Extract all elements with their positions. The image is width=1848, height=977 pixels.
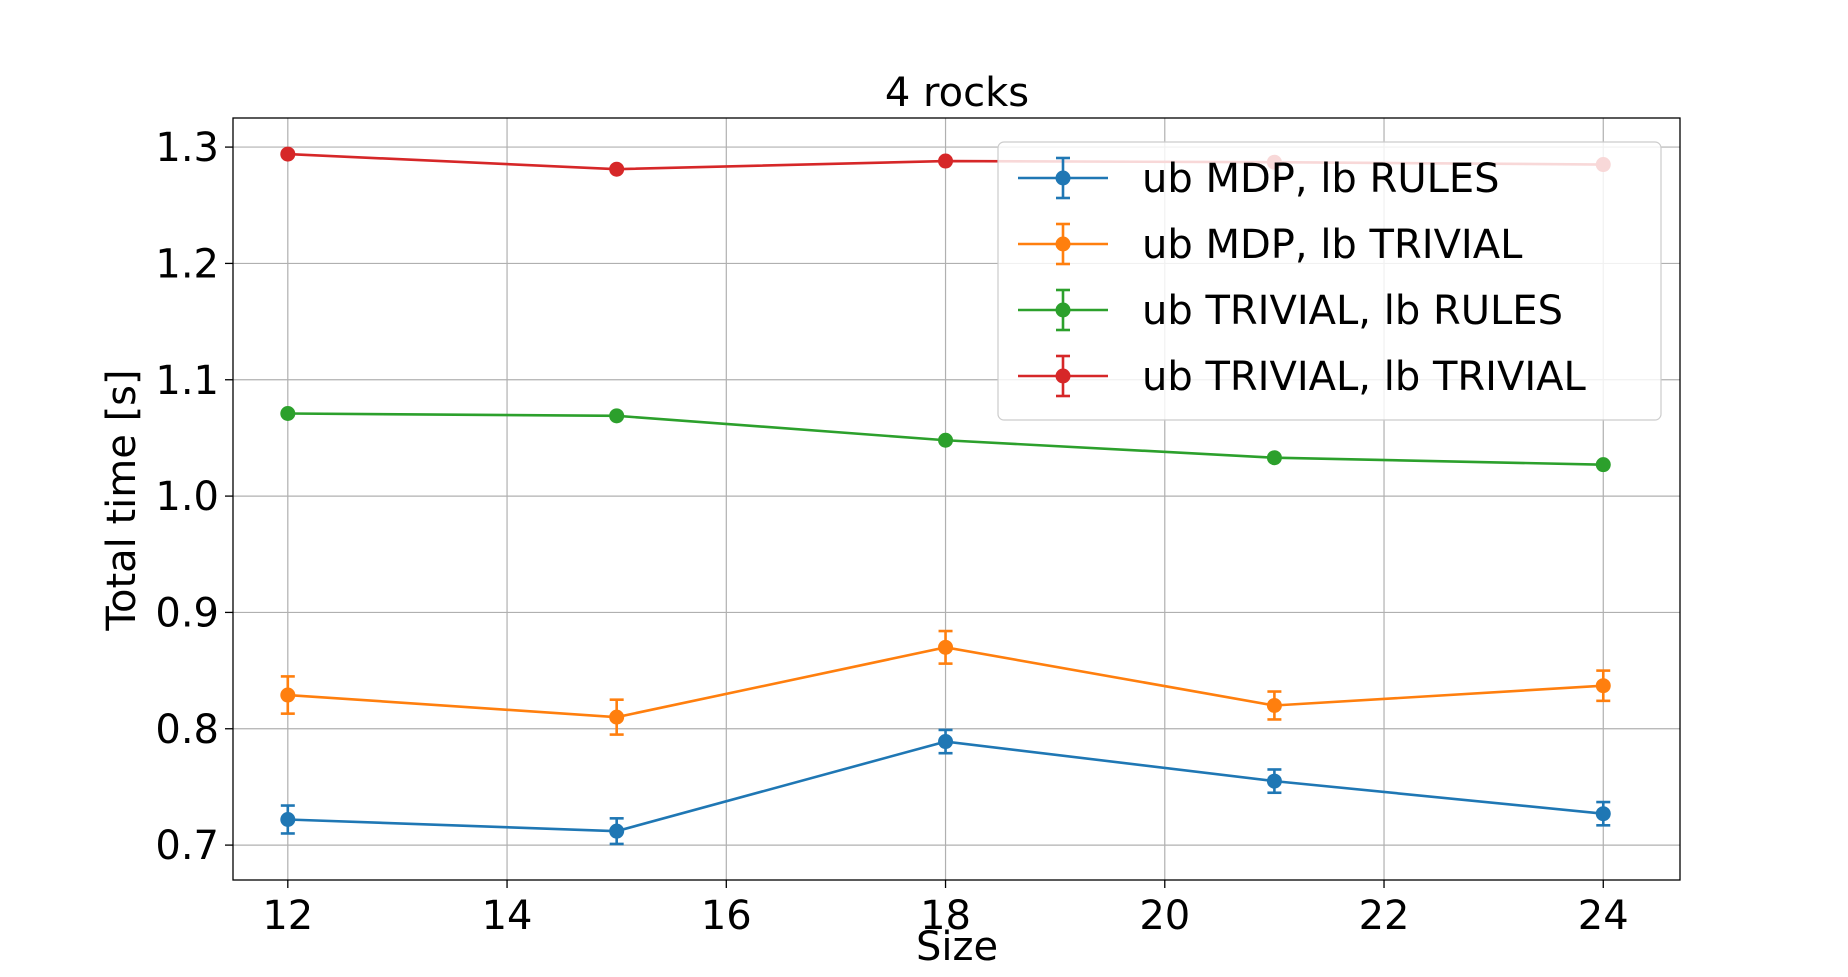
x-tick-label: 24	[1578, 893, 1629, 939]
grid	[233, 118, 1680, 880]
data-point	[609, 408, 625, 424]
data-point	[280, 812, 296, 828]
data-point	[1595, 457, 1611, 473]
y-tick-label: 1.2	[155, 241, 219, 287]
y-axis-title: Total time [s]	[99, 369, 145, 631]
legend-label: ub MDP, lb RULES	[1142, 156, 1500, 202]
legend-label: ub TRIVIAL, lb RULES	[1142, 288, 1563, 334]
data-point	[1266, 773, 1282, 789]
data-point	[1266, 697, 1282, 713]
y-tick-label: 0.9	[155, 590, 219, 636]
x-axis-title: Size	[916, 924, 998, 970]
series-3	[280, 405, 1611, 473]
data-point	[280, 687, 296, 703]
x-tick-label: 20	[1139, 893, 1190, 939]
y-tick-label: 1.1	[155, 358, 219, 404]
legend: ub MDP, lb RULES ub MDP, lb TRIVIAL ub TRI…	[997, 141, 1662, 421]
x-tick-label: 18	[920, 893, 971, 939]
data-point	[938, 639, 954, 655]
data-point	[280, 146, 296, 162]
y-tick-label: 1.0	[155, 474, 219, 520]
legend-label: ub TRIVIAL, lb TRIVIAL	[1142, 354, 1586, 400]
data-point	[609, 161, 625, 177]
data-point	[938, 153, 954, 169]
x-tick-label: 12	[262, 893, 313, 939]
x-axis: 12 14 16 18 20 22 24	[262, 880, 1629, 939]
legend-marker	[1055, 302, 1071, 318]
legend-box	[997, 141, 1662, 421]
legend-marker	[1055, 170, 1071, 186]
data-point	[1266, 450, 1282, 466]
data-point	[938, 432, 954, 448]
data-point	[1595, 678, 1611, 694]
y-tick-label: 0.7	[155, 823, 219, 869]
x-tick-label: 14	[482, 893, 533, 939]
data-point	[609, 823, 625, 839]
y-tick-label: 1.3	[155, 125, 219, 171]
data-point	[609, 709, 625, 725]
y-tick-label: 0.8	[155, 707, 219, 753]
y-axis: 0.7 0.8 0.9 1.0 1.1 1.2 1.3	[155, 125, 233, 869]
legend-marker	[1055, 368, 1071, 384]
legend-marker	[1055, 236, 1071, 252]
data-point	[280, 405, 296, 421]
x-tick-label: 16	[701, 893, 752, 939]
plot-frame	[232, 117, 1681, 881]
series-2	[280, 629, 1611, 736]
legend-label: ub MDP, lb TRIVIAL	[1142, 222, 1523, 268]
series-1	[280, 728, 1611, 846]
chart-title: 4 rocks	[885, 70, 1029, 116]
data-point	[1595, 806, 1611, 822]
data-point	[938, 734, 954, 750]
x-tick-label: 22	[1359, 893, 1410, 939]
